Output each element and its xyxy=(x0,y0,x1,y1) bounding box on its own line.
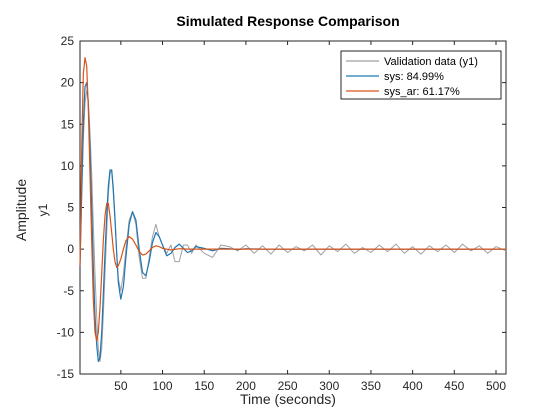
x-tick-label: 250 xyxy=(278,379,298,393)
y-tick-label: 20 xyxy=(61,76,75,90)
series-line-2 xyxy=(79,57,506,342)
x-tick-label: 150 xyxy=(194,379,214,393)
y-tick-label: 5 xyxy=(67,201,74,215)
chart-title: Simulated Response Comparison xyxy=(176,13,399,29)
legend-entry: sys_ar: 61.17% xyxy=(384,86,460,98)
y-tick-label: -10 xyxy=(57,325,75,339)
y-tick-label: -5 xyxy=(63,284,74,298)
legend-entry: sys: 84.99% xyxy=(384,71,444,83)
legend-entry: Validation data (y1) xyxy=(384,56,478,68)
x-tick-label: 100 xyxy=(153,379,173,393)
y-tick-label: 25 xyxy=(61,34,75,48)
plot-area: -15 -10 -5 0 5 10 15 20 25 50 100 150 200 250 300 350 40… xyxy=(57,34,507,393)
x-axis-label: Time (seconds) xyxy=(240,391,336,407)
y-tick-label: -15 xyxy=(57,367,75,381)
x-tick-label: 350 xyxy=(361,379,381,393)
x-tick-label: 50 xyxy=(114,379,128,393)
y-tick-label: 0 xyxy=(67,242,74,256)
x-tick-label: 500 xyxy=(486,379,506,393)
y-axis-label: Amplitude xyxy=(13,179,29,241)
x-tick-label: 450 xyxy=(444,379,464,393)
x-tick-label: 200 xyxy=(236,379,256,393)
y-channel-label: y1 xyxy=(36,203,50,216)
y-tick-label: 15 xyxy=(61,117,75,131)
x-tick-label: 400 xyxy=(403,379,423,393)
y-tick-label: 10 xyxy=(61,159,75,173)
x-tick-label: 300 xyxy=(319,379,339,393)
